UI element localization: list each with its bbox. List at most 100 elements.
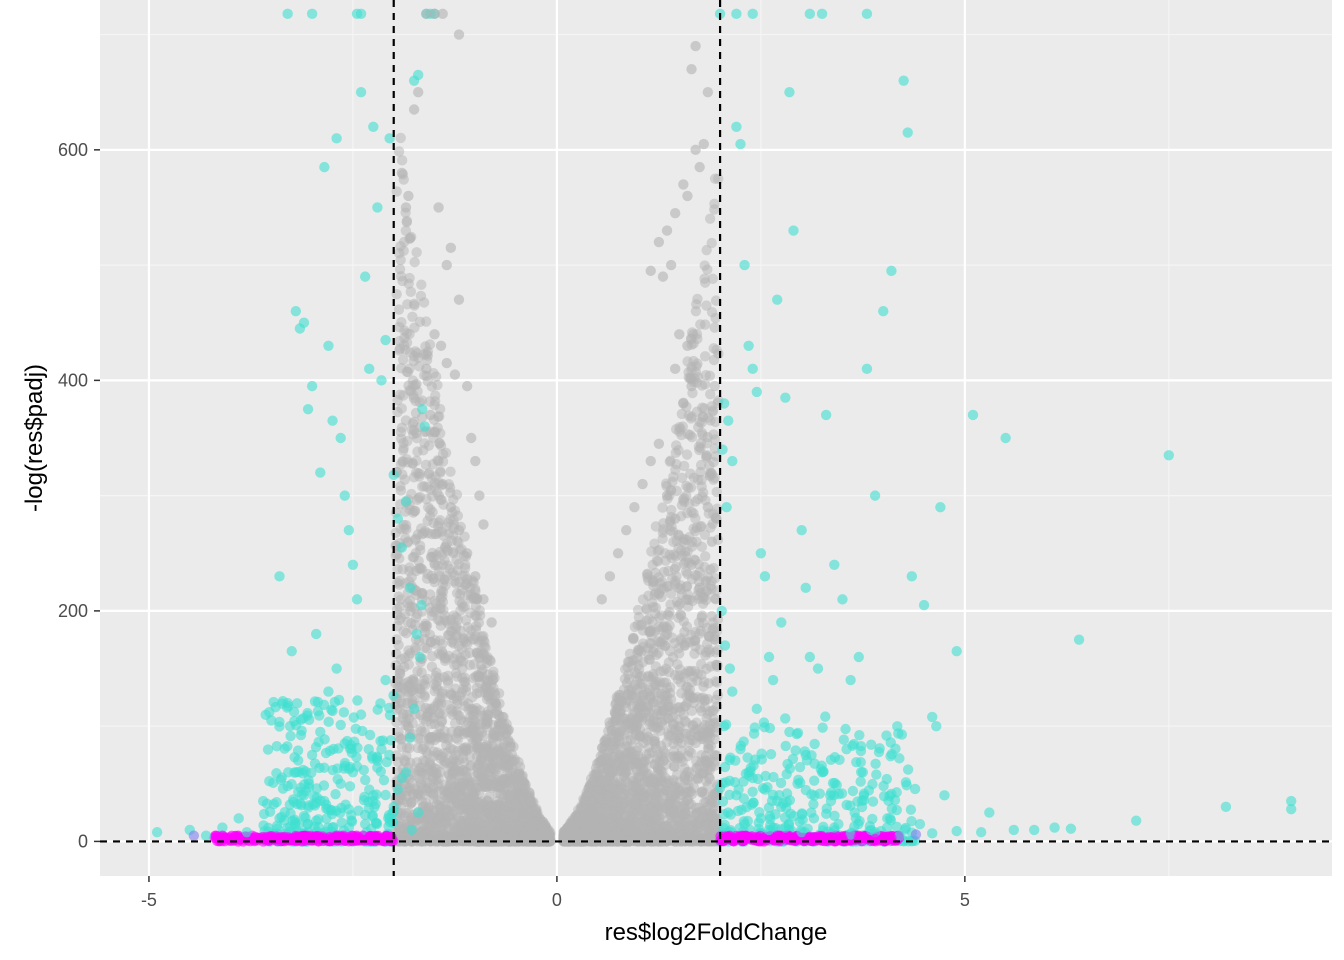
data-point [709,380,721,392]
data-point [705,564,716,575]
data-point [418,297,430,308]
data-point [487,732,499,744]
data-point [439,554,450,566]
data-point [451,554,462,566]
data-point [667,476,678,488]
data-point [692,293,703,305]
data-point [474,605,485,616]
data-point [692,570,703,581]
data-point [643,670,654,682]
data-point [523,796,535,808]
data-point [416,667,427,678]
data-point [431,799,442,811]
data-point [484,689,496,700]
data-point [411,455,422,467]
data-point [700,551,711,562]
data-point [421,643,433,654]
data-point [709,593,721,604]
data-point [440,816,452,828]
data-point [673,642,684,654]
data-point [505,737,516,749]
data-point [422,810,434,821]
data-point [441,804,453,815]
data-point [455,821,467,833]
data-point [451,620,462,632]
data-point [394,321,405,333]
data-point [398,390,409,401]
data-point [543,831,554,842]
data-point [438,604,449,616]
data-point [661,690,672,701]
data-point [624,780,635,792]
data-point [398,340,410,351]
data-point [682,356,693,367]
data-point [400,506,411,517]
data-point [512,780,524,791]
data-point [483,791,495,803]
data-point [483,706,494,717]
data-point [426,381,438,392]
data-point [451,489,463,500]
data-point [416,279,427,290]
data-point [709,631,721,642]
data-point [663,775,675,786]
data-point [466,808,478,819]
data-point [422,515,433,527]
data-point [496,719,507,730]
data-point [470,720,481,731]
data-point [706,307,718,318]
data-point [394,264,406,275]
data-point [471,751,483,762]
data-point [446,535,457,547]
data-point [421,348,432,360]
data-point [637,656,649,668]
data-point [686,705,698,717]
data-point [431,680,442,692]
data-point [468,791,480,802]
data-point [434,694,445,705]
data-point [622,656,634,668]
data-point [459,672,470,683]
data-point [397,456,409,467]
data-point [472,649,483,660]
data-point [674,702,685,713]
data-point [485,656,496,667]
data-point [401,366,413,378]
data-point [663,565,674,577]
data-point [415,779,427,790]
data-point [703,738,714,750]
data-point [702,264,713,275]
data-point [504,792,516,804]
data-point [650,521,662,532]
data-point [457,656,469,667]
data-point [428,746,440,757]
data-point [428,552,439,563]
data-point [393,304,405,315]
data-point [478,773,490,784]
data-point [697,692,709,703]
data-point [417,481,428,492]
data-point [454,725,465,737]
data-point [498,805,510,816]
data-point [467,691,478,703]
data-point [468,592,479,603]
data-point [687,536,698,548]
data-point [407,311,418,322]
data-point [433,411,445,422]
data-point [507,820,519,832]
data-point [671,596,683,608]
data-point [398,437,409,449]
data-point [441,544,453,556]
data-point [459,559,471,571]
data-point [395,654,407,665]
data-point [445,466,456,477]
data-point [472,742,483,753]
data-point [455,605,466,616]
data-point [424,589,436,600]
data-point [450,757,461,768]
data-point [397,275,408,287]
data-point [517,807,528,818]
data-point [679,715,691,727]
data-point [672,674,684,685]
